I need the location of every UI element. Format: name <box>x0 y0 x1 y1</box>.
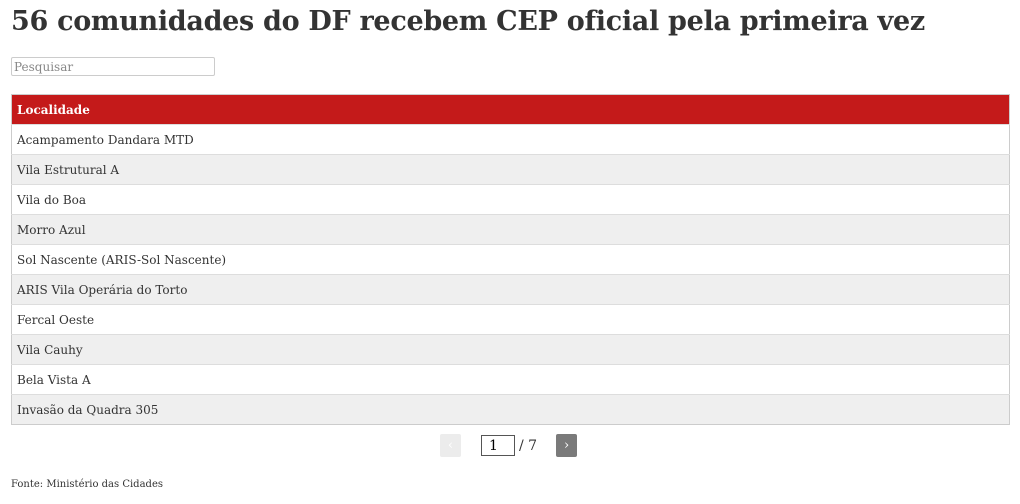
table-row: Invasão da Quadra 305 <box>11 394 1010 425</box>
search-input[interactable] <box>11 57 215 76</box>
column-header-localidade[interactable]: Localidade <box>11 94 1010 125</box>
table-row: Bela Vista A <box>11 364 1010 395</box>
source-note: Fonte: Ministério das Cidades <box>11 479 163 490</box>
table-row: Vila Cauhy <box>11 334 1010 365</box>
table-row: Acampamento Dandara MTD <box>11 124 1010 155</box>
table-cell: Morro Azul <box>11 214 1010 245</box>
page-total: / 7 <box>519 437 538 454</box>
table-cell: Acampamento Dandara MTD <box>11 124 1010 155</box>
page-title: 56 comunidades do DF recebem CEP oficial… <box>11 6 925 37</box>
table-row: ARIS Vila Operária do Torto <box>11 274 1010 305</box>
table-cell: Bela Vista A <box>11 364 1010 395</box>
table-cell: Vila Estrutural A <box>11 154 1010 185</box>
next-page-button[interactable]: › <box>556 434 578 457</box>
localities-table: Localidade Acampamento Dandara MTD Vila … <box>11 94 1010 425</box>
previous-page-button[interactable]: ‹ <box>440 434 461 457</box>
table-cell: Sol Nascente (ARIS-Sol Nascente) <box>11 244 1010 275</box>
table-cell: Vila do Boa <box>11 184 1010 215</box>
pagination: ‹ / 7 › <box>440 434 578 457</box>
table-row: Morro Azul <box>11 214 1010 245</box>
table-row: Sol Nascente (ARIS-Sol Nascente) <box>11 244 1010 275</box>
table-cell: Invasão da Quadra 305 <box>11 394 1010 425</box>
table-cell: Fercal Oeste <box>11 304 1010 335</box>
page-number-input[interactable] <box>481 435 515 456</box>
table-cell: ARIS Vila Operária do Torto <box>11 274 1010 305</box>
table-row: Vila do Boa <box>11 184 1010 215</box>
table-row: Fercal Oeste <box>11 304 1010 335</box>
table-row: Vila Estrutural A <box>11 154 1010 185</box>
table-cell: Vila Cauhy <box>11 334 1010 365</box>
